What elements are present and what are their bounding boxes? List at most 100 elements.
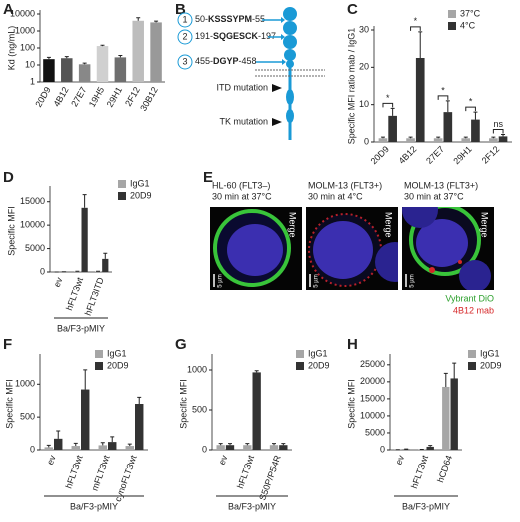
error-bar: [127, 443, 132, 447]
bar: [150, 22, 162, 82]
site-number: 3: [182, 56, 187, 66]
legend-label: 20D9: [107, 360, 129, 370]
bar: [54, 438, 63, 450]
site-label: 50-KSSSYPM-55: [195, 14, 265, 24]
significance-label: *: [469, 97, 473, 107]
y-tick-label: 10000: [360, 410, 385, 420]
legend-swatch: [468, 350, 476, 358]
legend-label: IgG1: [480, 348, 500, 358]
legend-swatch: [468, 362, 476, 370]
x-tick-label: 29H1: [105, 85, 124, 109]
legend-label: 20D9: [480, 360, 502, 370]
panel-letter: D: [3, 169, 14, 186]
legend-label: Vybrant DiO: [445, 293, 494, 303]
legend-swatch: [118, 192, 126, 200]
x-tick-label: 20D9: [369, 144, 391, 166]
group-label: Ba/F3-pMIY: [57, 323, 105, 333]
x-tick-label: S50P/P54R: [257, 454, 283, 502]
panel-letter: F: [3, 336, 12, 353]
y-tick-label: 1: [30, 76, 35, 86]
panel-letter: B: [175, 1, 186, 18]
bar: [388, 115, 397, 142]
y-tick-label: 1000: [15, 379, 35, 389]
y-tick-label: 0: [364, 136, 369, 146]
error-bar: [137, 396, 142, 404]
x-tick-label: hFLT3wt: [235, 454, 256, 490]
legend-swatch: [95, 362, 103, 370]
error-bar: [408, 136, 413, 139]
micrograph: [306, 207, 398, 290]
bar: [114, 57, 127, 82]
x-tick-label: 19H5: [87, 85, 106, 109]
y-tick-label: 25000: [360, 359, 385, 369]
bar: [132, 20, 144, 82]
y-tick-label: 5000: [25, 243, 45, 253]
legend-label: 4B12 mab: [453, 305, 494, 315]
image-title: MOLM-13 (FLT3+): [308, 180, 382, 190]
y-tick-label: 1000: [187, 364, 207, 374]
bar: [442, 386, 450, 450]
y-tick-label: 0: [380, 444, 385, 454]
x-tick-label: mFLT3wt: [90, 454, 112, 493]
bar: [71, 446, 80, 450]
error-bar: [380, 136, 385, 139]
bar: [461, 138, 471, 142]
site-1: 1 50-KSSSYPM-55: [177, 12, 285, 28]
receptor: [283, 7, 297, 140]
image-title: 30 min at 37°C: [404, 191, 464, 201]
legend-swatch: [296, 350, 304, 358]
bar: [433, 138, 443, 142]
error-bar: [82, 62, 87, 65]
bar: [43, 59, 55, 82]
bar: [279, 445, 288, 450]
bar: [225, 445, 235, 450]
bar: [406, 138, 415, 142]
panel-letter: G: [175, 336, 187, 353]
bar: [443, 112, 453, 142]
significance-label: *: [414, 16, 418, 26]
bar: [44, 447, 53, 450]
image-title: HL-60 (FLT3–): [212, 180, 270, 190]
y-tick-label: 30: [359, 24, 369, 34]
micrograph: [402, 207, 494, 290]
y-axis-label: Specific MFI: [178, 379, 188, 429]
x-tick-label: 29H1: [451, 144, 473, 166]
site-number: 2: [182, 31, 187, 41]
bar: [252, 372, 261, 450]
error-bar: [103, 252, 108, 259]
legend-swatch: [95, 350, 103, 358]
y-axis-label: Kd (ng/mL): [6, 26, 16, 71]
error-bar: [445, 100, 450, 113]
bar: [102, 258, 109, 272]
error-bar: [154, 20, 159, 23]
panel-letter: C: [347, 1, 358, 18]
y-tick-label: 5000: [365, 427, 385, 437]
error-bar: [46, 56, 51, 60]
bar: [426, 446, 434, 450]
bar: [81, 389, 90, 450]
error-bar: [46, 444, 51, 448]
error-bar: [245, 443, 250, 446]
error-bar: [272, 443, 276, 446]
bar: [471, 119, 480, 142]
y-tick-label: 20: [359, 62, 369, 72]
bar: [450, 378, 458, 450]
legend-label: 20D9: [130, 190, 152, 200]
y-tick-label: 100: [20, 42, 35, 52]
image-title: 30 min at 37°C: [212, 191, 272, 201]
group-label: Ba/F3-pMIY: [70, 501, 118, 511]
y-tick-label: 10000: [10, 8, 35, 18]
error-bar: [100, 44, 105, 47]
x-tick-label: 27E7: [424, 144, 446, 166]
significance-label: ns: [493, 119, 503, 129]
panel-letter: E: [203, 169, 213, 186]
bar: [243, 445, 252, 450]
y-tick-label: 15000: [360, 393, 385, 403]
bar: [108, 442, 117, 450]
bar: [81, 207, 88, 272]
error-bar: [118, 55, 123, 58]
x-tick-label: hFLT3ITD: [83, 276, 106, 317]
y-tick-label: 500: [192, 404, 207, 414]
legend-swatch: [296, 362, 304, 370]
bar: [125, 446, 134, 450]
